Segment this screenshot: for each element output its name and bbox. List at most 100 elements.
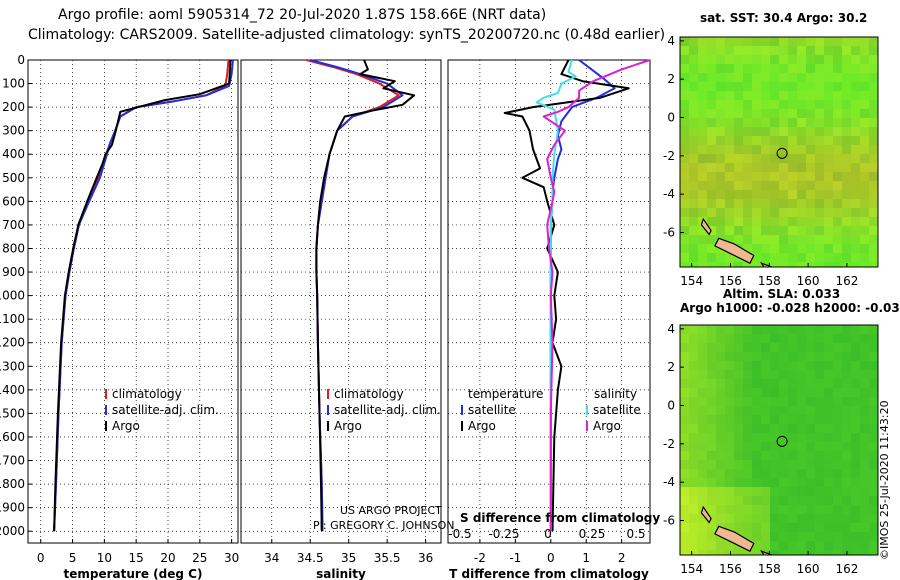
sla_map-cell: [869, 397, 878, 407]
sst_map-cell: [869, 100, 878, 110]
sst_map-cell: [770, 109, 780, 119]
sla_map-cell: [689, 460, 699, 470]
depth-tick-label: 1900: [0, 501, 25, 515]
sst_map-lon-label: 154: [680, 274, 703, 288]
sst_map-cell: [842, 127, 852, 137]
depth-tick-label: 1700: [0, 454, 25, 468]
sla_map-cell: [752, 397, 762, 407]
sst_map-cell: [815, 109, 825, 119]
sst_map-cell: [833, 82, 843, 92]
sla_map-cell: [779, 352, 789, 362]
sla_map-cell: [680, 496, 690, 506]
sla_map-cell: [824, 505, 834, 515]
sst_map-cell: [797, 244, 807, 254]
sla_map-cell: [761, 406, 771, 416]
sst_map-cell: [743, 136, 753, 146]
sst_map-cell: [788, 181, 798, 191]
sla_map-cell: [698, 379, 708, 389]
sla_map-cell: [716, 379, 726, 389]
sst_map-cell: [869, 127, 878, 137]
sla_map-cell: [689, 505, 699, 515]
sla_map-cell: [833, 415, 843, 425]
depth-tick-label: 200: [2, 100, 25, 114]
sst_map-cell: [743, 127, 753, 137]
sla_map-cell: [860, 541, 870, 551]
sla_map-cell: [797, 532, 807, 542]
sst_map-cell: [770, 127, 780, 137]
sla_map-cell: [806, 406, 816, 416]
sla_map-cell: [761, 388, 771, 398]
sla_map-cell: [689, 541, 699, 551]
sla_map-cell: [842, 541, 852, 551]
sla_map-cell: [689, 370, 699, 380]
sst_map-cell: [734, 190, 744, 200]
sst_map-cell: [851, 64, 861, 74]
sst_map-cell: [833, 253, 843, 263]
legend-label: satellite: [468, 403, 516, 417]
sst_map-cell: [707, 154, 717, 164]
sla_map-cell: [734, 415, 744, 425]
sla_map-cell: [716, 478, 726, 488]
sst_map-cell: [770, 217, 780, 227]
sla_map-cell: [851, 496, 861, 506]
sst_map-cell: [761, 82, 771, 92]
sla_map-cell: [797, 415, 807, 425]
sst_map-cell: [842, 253, 852, 263]
sst_map-cell: [752, 163, 762, 173]
sla_map-cell: [698, 361, 708, 371]
sla_map-cell: [716, 325, 726, 335]
sst_map-cell: [860, 217, 870, 227]
sst_map-cell: [680, 91, 690, 101]
sst_map-cell: [734, 154, 744, 164]
sst_map-cell: [833, 118, 843, 128]
sla_map-cell: [797, 352, 807, 362]
sst_map-cell: [752, 172, 762, 182]
depth-tick-label: 100: [2, 77, 25, 91]
sst_map-cell: [689, 64, 699, 74]
sla_map-cell: [779, 460, 789, 470]
sla_map-cell: [869, 532, 878, 542]
sst_map-cell: [770, 163, 780, 173]
sst_map-cell: [779, 64, 789, 74]
sla_map-lat-label: 0: [667, 399, 675, 413]
sst_map-cell: [851, 181, 861, 191]
sst_map-cell: [806, 118, 816, 128]
sla_map-cell: [752, 379, 762, 389]
sst_map-cell: [779, 46, 789, 56]
sla_map-cell: [752, 325, 762, 335]
sst_map-cell: [680, 136, 690, 146]
sla_map-cell: [752, 334, 762, 344]
sla_map-cell: [752, 532, 762, 542]
sla_map-cell: [770, 370, 780, 380]
sla_map-cell: [707, 433, 717, 443]
sst_map-cell: [833, 100, 843, 110]
sla_map-cell: [806, 487, 816, 497]
sst_map-cell: [761, 253, 771, 263]
sst_map-cell: [797, 64, 807, 74]
sst_map-cell: [797, 46, 807, 56]
sst_map-cell: [752, 154, 762, 164]
sst_map-cell: [806, 199, 816, 209]
sst_map-frame: [679, 36, 879, 268]
salinity-xtick-label: 34.5: [297, 551, 324, 565]
sst_map-cell: [707, 127, 717, 137]
sla_map-cell: [725, 442, 735, 452]
sst_map-cell: [833, 91, 843, 101]
sla_map-cell: [707, 514, 717, 524]
sst_map-cell: [725, 100, 735, 110]
sla_map-cell: [788, 487, 798, 497]
sst_map-cell: [824, 217, 834, 227]
sla_map-cell: [698, 541, 708, 551]
sla_map-cell: [770, 505, 780, 515]
sst_map-cell: [680, 118, 690, 128]
sla_map-cell: [725, 433, 735, 443]
sst_map-cell: [725, 262, 735, 267]
sst_map-cell: [788, 37, 798, 47]
sst_map-cell: [860, 145, 870, 155]
sst_map-cell: [860, 190, 870, 200]
sst_map-cell: [833, 172, 843, 182]
sla_map-cell: [869, 415, 878, 425]
sla_map-cell: [851, 334, 861, 344]
sla_map-cell: [698, 334, 708, 344]
sst_map-cell: [842, 154, 852, 164]
